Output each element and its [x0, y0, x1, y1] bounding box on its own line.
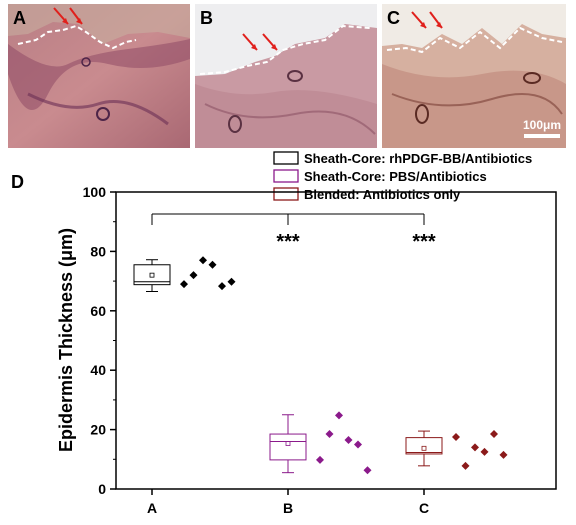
x-axis: A B C	[147, 489, 429, 516]
histology-image-c: 100μm C	[382, 4, 566, 148]
y-tick-label-20: 20	[90, 422, 106, 438]
y-tick-label-80: 80	[90, 243, 106, 259]
data-point	[335, 411, 343, 420]
significance-label-B: ***	[276, 231, 300, 253]
data-point	[363, 466, 372, 475]
data-point	[316, 455, 324, 464]
scale-bar-label: 100μm	[523, 118, 561, 132]
scale-bar	[524, 134, 560, 138]
histology-image-b: B	[195, 4, 377, 148]
mean-marker	[149, 272, 155, 278]
data-point	[499, 450, 508, 459]
histology-panels: A B 100μm C	[8, 4, 566, 148]
boxes	[133, 256, 508, 475]
histology-image-a: A	[8, 4, 190, 148]
data-point	[218, 282, 226, 291]
plot-frame	[115, 191, 557, 490]
y-tick-label-0: 0	[98, 481, 106, 497]
x-tick-label-A: A	[147, 500, 157, 516]
data-point	[208, 260, 217, 269]
box-iqr	[269, 433, 307, 461]
box-iqr	[405, 437, 443, 455]
y-axis: 0 20 40 60 80 100	[83, 184, 116, 497]
data-point	[227, 277, 236, 286]
data-point	[180, 280, 188, 289]
significance-label-C: ***	[412, 231, 436, 253]
legend-swatch-2	[273, 169, 299, 183]
data-point	[490, 430, 498, 439]
x-tick-label-B: B	[283, 500, 293, 516]
panel-label-d: D	[11, 172, 24, 192]
legend-swatch-1	[273, 151, 299, 165]
mean-marker	[421, 445, 427, 451]
legend-label-3: Blended: Antibiotics only	[304, 187, 461, 202]
data-point	[471, 443, 479, 452]
box-B	[269, 411, 372, 475]
data-point	[452, 433, 460, 442]
significance-bracket: *** ***	[151, 213, 436, 253]
data-point	[461, 461, 470, 470]
legend: Sheath-Core: rhPDGF-BB/Antibiotics Sheath…	[273, 151, 532, 202]
box-plot: D Sheath-Core: rhPDGF-BB/AntibioticsShea…	[11, 151, 557, 516]
data-point	[199, 256, 207, 265]
data-point	[354, 440, 362, 449]
data-point	[189, 271, 198, 280]
mean-marker	[285, 441, 291, 446]
legend-swatch-3	[273, 187, 299, 201]
panel-label-a: A	[13, 8, 26, 28]
y-tick-label-40: 40	[90, 362, 106, 378]
y-axis-label: Epidermis Thickness (μm)	[56, 228, 76, 452]
data-point	[480, 447, 489, 456]
y-tick-label-100: 100	[83, 184, 107, 200]
legend-label-2: Sheath-Core: PBS/Antibiotics	[304, 169, 487, 184]
data-point	[344, 435, 353, 444]
x-tick-label-C: C	[419, 500, 429, 516]
box-A	[133, 256, 236, 292]
y-tick-label-60: 60	[90, 303, 106, 319]
panel-label-b: B	[200, 8, 213, 28]
box-iqr	[133, 264, 171, 286]
box-C	[405, 430, 508, 470]
panel-label-c: C	[387, 8, 400, 28]
data-point	[325, 430, 334, 439]
legend-label-1: Sheath-Core: rhPDGF-BB/Antibiotics	[304, 151, 532, 166]
